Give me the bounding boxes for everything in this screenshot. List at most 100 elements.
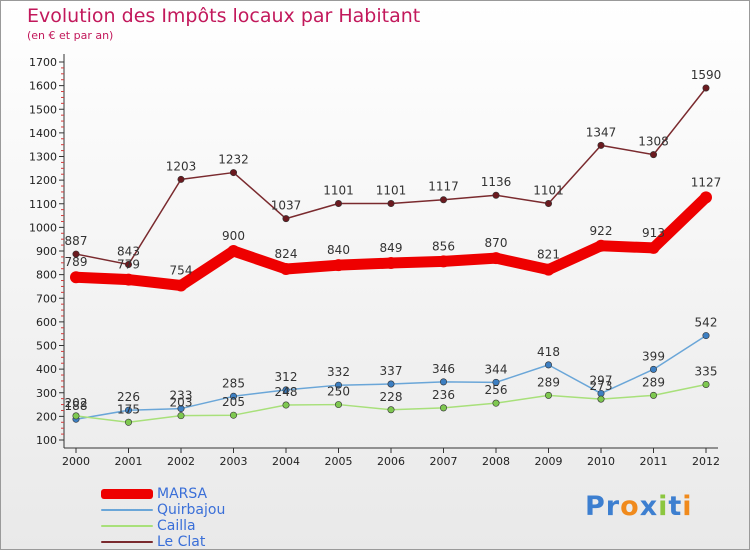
data-label-quirbajou: 542: [695, 316, 718, 330]
data-point-marsa: [437, 255, 450, 268]
data-label-cailla: 289: [642, 375, 665, 389]
logo-letter: i: [658, 491, 669, 522]
data-point-cailla: [597, 395, 605, 403]
data-point-marsa: [700, 191, 712, 204]
data-label-le-clat: 1136: [481, 175, 512, 189]
data-label-quirbajou: 344: [485, 362, 508, 376]
data-point-cailla: [439, 404, 447, 412]
data-point-quirbajou: [334, 381, 342, 389]
data-label-marsa: 1127: [691, 175, 722, 189]
data-label-marsa: 824: [275, 247, 298, 261]
data-point-quirbajou: [282, 386, 290, 394]
data-point-cailla: [282, 401, 290, 409]
data-point-le-clat: [334, 200, 342, 208]
data-point-cailla: [649, 391, 657, 399]
data-label-cailla: 228: [380, 390, 403, 404]
data-label-cailla: 250: [327, 385, 350, 399]
data-label-le-clat: 1308: [638, 135, 669, 149]
data-point-cailla: [492, 399, 500, 407]
data-label-quirbajou: 346: [432, 362, 455, 376]
legend-item-cailla: Cailla: [101, 518, 196, 534]
data-label-quirbajou: 285: [222, 376, 245, 390]
data-label-quirbajou: 297: [590, 373, 613, 387]
data-point-marsa: [490, 252, 502, 265]
data-point-le-clat: [125, 260, 133, 268]
data-label-le-clat: 1037: [271, 199, 302, 213]
data-point-marsa: [647, 241, 660, 254]
proxiti-logo: Proxiti: [585, 491, 693, 522]
x-tick-label: 2006: [377, 455, 405, 468]
data-point-le-clat: [544, 200, 552, 208]
data-point-le-clat: [72, 250, 80, 258]
data-label-cailla: 256: [485, 383, 508, 397]
y-tick-label: 1500: [29, 103, 57, 116]
x-tick-label: 2000: [62, 455, 90, 468]
y-tick-label: 1700: [29, 56, 57, 69]
series-marsa: 789 779 754 900 824 840 849 856 870 821 922 913 1127: [65, 175, 722, 292]
data-point-le-clat: [597, 141, 605, 149]
data-label-marsa: 849: [380, 241, 403, 255]
series-le-clat: 887 843 1203 1232 1037 1101 1101 1117 1136 1101 13…: [65, 68, 721, 268]
data-label-le-clat: 1232: [218, 153, 249, 167]
data-label-le-clat: 887: [65, 234, 88, 248]
data-point-marsa: [280, 262, 292, 275]
x-tick-label: 2010: [587, 455, 615, 468]
data-point-quirbajou: [387, 380, 395, 388]
logo-letter: x: [639, 491, 659, 522]
series-cailla: 202 175 203 205 248 250 228 236 256 289 273 289 335: [65, 364, 717, 426]
data-point-quirbajou: [230, 392, 238, 400]
data-point-cailla: [72, 412, 80, 420]
data-label-cailla: 289: [537, 375, 560, 389]
data-label-le-clat: 843: [117, 244, 140, 258]
legend-item-le-clat: Le Clat: [101, 534, 205, 550]
data-point-cailla: [544, 391, 552, 399]
data-point-le-clat: [282, 215, 290, 223]
data-point-quirbajou: [702, 332, 710, 340]
data-point-marsa: [542, 263, 555, 276]
x-tick-label: 2001: [115, 455, 143, 468]
x-tick-label: 2005: [325, 455, 353, 468]
data-point-le-clat: [177, 175, 185, 183]
data-label-cailla: 202: [65, 396, 88, 410]
data-point-le-clat: [649, 151, 657, 159]
y-tick-label: 1100: [29, 198, 57, 211]
y-tick-label: 1400: [29, 127, 57, 140]
logo-letter: r: [605, 491, 621, 522]
data-label-cailla: 205: [222, 395, 245, 409]
data-point-le-clat: [439, 196, 447, 204]
data-label-le-clat: 1347: [586, 125, 617, 139]
data-label-quirbajou: 399: [642, 349, 665, 363]
data-point-cailla: [177, 412, 185, 420]
data-point-marsa: [227, 245, 240, 257]
data-label-quirbajou: 332: [327, 365, 350, 379]
data-label-cailla: 175: [117, 402, 140, 416]
data-point-quirbajou: [544, 361, 552, 369]
legend-label-quirbajou: Quirbajou: [157, 502, 226, 518]
y-tick-label: 800: [36, 269, 57, 282]
legend-swatch-marsa: [101, 489, 153, 499]
legend-swatch-cailla: [101, 525, 153, 527]
logo-letter: P: [585, 491, 606, 522]
data-point-quirbajou: [649, 365, 657, 373]
data-label-marsa: 789: [65, 255, 88, 269]
data-label-cailla: 236: [432, 388, 455, 402]
logo-letter: i: [682, 491, 693, 522]
data-point-quirbajou: [439, 378, 447, 386]
legend-swatch-quirbajou: [101, 509, 153, 511]
data-label-marsa: 870: [485, 236, 508, 250]
data-label-quirbajou: 337: [380, 364, 403, 378]
data-label-cailla: 203: [170, 396, 193, 410]
data-point-le-clat: [230, 169, 238, 177]
data-label-quirbajou: 233: [170, 389, 193, 403]
data-label-marsa: 840: [327, 243, 350, 257]
series-quirbajou: 188 226 233 285 312 332 337 346 344 418 297 399 542: [65, 316, 718, 423]
y-tick-label: 200: [36, 410, 57, 423]
data-label-quirbajou: 418: [537, 345, 560, 359]
data-label-marsa: 913: [642, 226, 665, 240]
data-point-quirbajou: [177, 405, 185, 413]
data-label-quirbajou: 188: [65, 399, 88, 413]
x-tick-label: 2011: [640, 455, 668, 468]
data-point-cailla: [230, 411, 238, 419]
data-point-le-clat: [492, 191, 500, 199]
